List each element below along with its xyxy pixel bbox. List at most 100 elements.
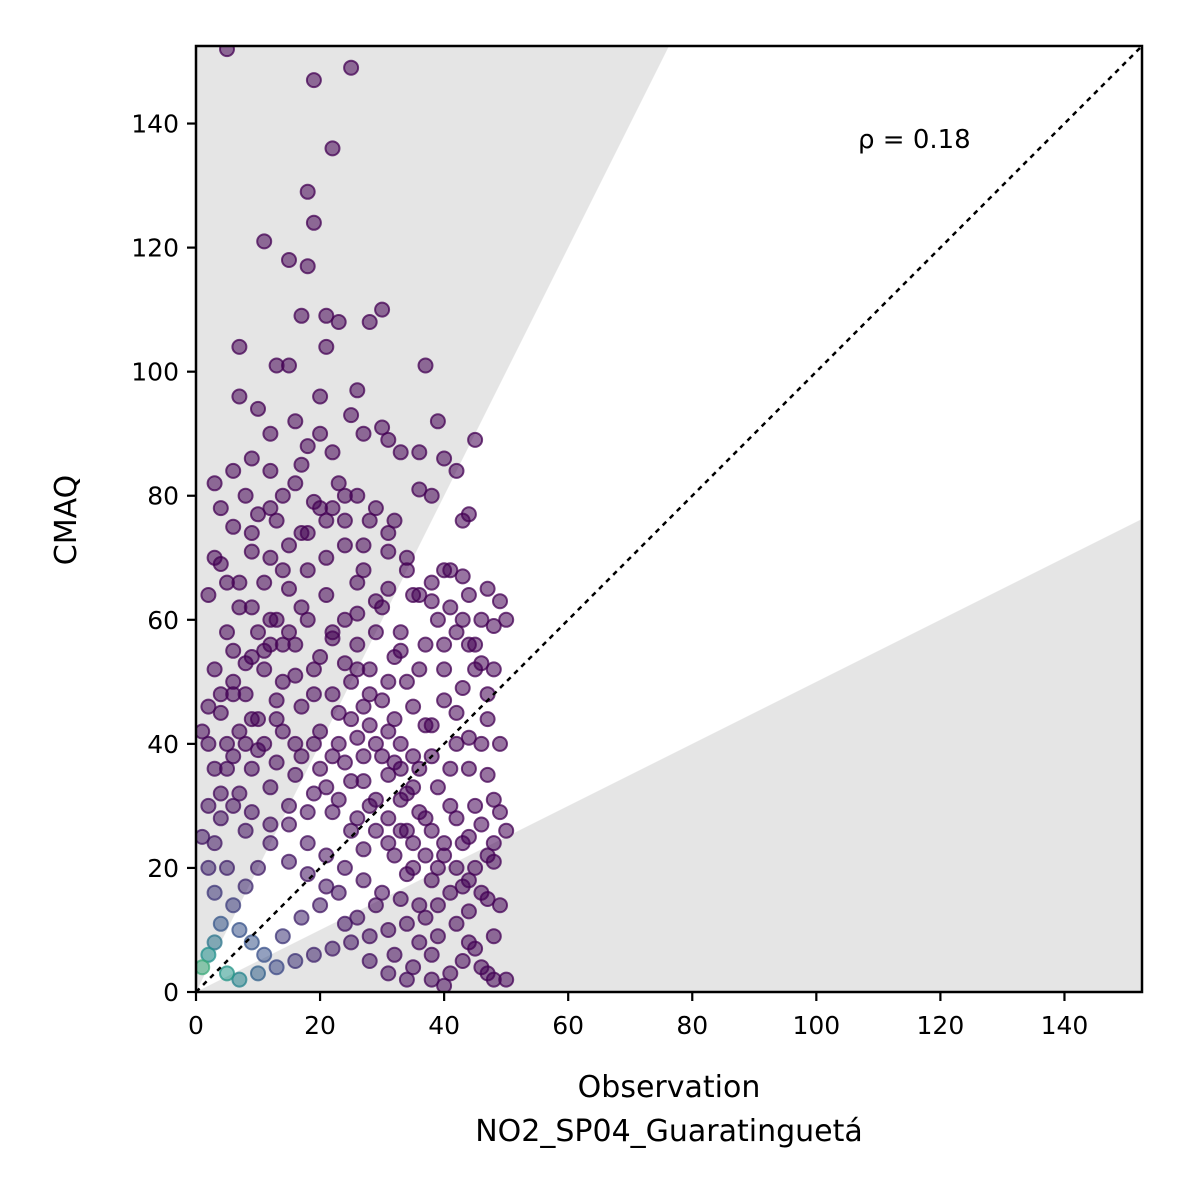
scatter-point [250,506,266,523]
scatter-point [212,915,229,932]
scatter-point [336,512,353,529]
scatter-point [473,611,490,628]
scatter-point [299,183,316,200]
scatter-point [299,258,316,275]
scatter-point [305,661,322,678]
scatter-point [479,580,496,597]
scatter-point [460,729,477,746]
scatter-point [256,574,273,591]
scatter-point [299,438,316,455]
scatter-point [312,760,329,777]
scatter-point [262,816,279,833]
scatter-point [343,59,360,76]
scatter-point [473,959,490,976]
scatter-point [262,500,279,517]
y-tick-label: 140 [131,110,179,139]
scatter-point [281,537,297,554]
scatter-point [318,587,335,603]
scatter-point [268,357,285,374]
scatter-point [237,655,254,672]
scatter-point [200,946,217,963]
scatter-point [293,748,310,765]
scatter-point [411,481,428,498]
scatter-point [262,462,279,479]
scatter-point [398,866,415,883]
scatter-point [330,735,347,752]
scatter-point [336,754,353,771]
scatter-point [460,760,477,777]
scatter-point [206,934,223,951]
scatter-point [196,828,211,845]
scatter-point [200,797,217,814]
scatter-point [324,630,341,647]
scatter-point [485,618,502,634]
scatter-point [250,624,266,641]
scatter-point [281,580,297,597]
scatter-point [256,946,273,963]
scatter-point [219,859,235,876]
scatter-point [411,934,428,951]
scatter-point [485,835,502,852]
scatter-point [392,891,409,907]
scatter-point [386,711,403,728]
y-tick-label: 120 [131,234,179,263]
scatter-point [274,487,291,504]
scatter-point [467,661,484,678]
scatter-point [250,742,266,759]
scatter-point [225,897,242,914]
scatter-point [200,698,217,715]
scatter-point [231,599,248,616]
scatter-point [299,562,316,579]
scatter-point [386,649,403,665]
scatter-point [231,922,248,938]
plot-frame [194,44,1144,994]
scatter-point [436,562,453,579]
scatter-point [454,878,471,895]
scatter-point [386,512,403,529]
scatter-point [355,425,372,442]
scatter-point [355,872,372,889]
scatter-point [274,723,291,740]
scatter-point [206,835,223,852]
scatter-point [312,649,329,665]
scatter-point [237,822,254,839]
scatter-point [473,735,490,752]
scatter-point [367,735,384,752]
scatter-point [448,915,465,932]
scatter-point [492,735,508,752]
scatter-point [206,475,223,492]
scatter-point [361,512,378,529]
scatter-point [436,977,453,992]
overestimation-band [196,46,669,992]
scatter-point [212,704,229,721]
scatter-point [243,760,260,777]
scatter-point [219,574,235,591]
scatter-point [417,847,434,864]
scatter-point [398,673,415,690]
scatter-point [423,593,440,610]
scatter-point [405,587,422,603]
scatter-point [355,841,372,858]
scatter-point [262,779,279,796]
scatter-point [287,735,304,752]
scatter-point [293,698,310,715]
scatter-point [411,444,428,461]
scatter-point [330,314,347,330]
scatter-point [349,661,366,678]
scatter-point [417,717,434,734]
scatter-point [243,711,260,728]
scatter-point [374,748,391,765]
scatter-point [492,804,508,821]
scatter-point [312,723,329,740]
scatter-point [454,680,471,696]
scatter-point [417,909,434,926]
one-to-one-reference-line [196,46,1142,992]
scatter-point [436,661,453,678]
scatter-point [293,525,310,541]
scatter-point [305,735,322,752]
y-tick-label: 60 [147,606,179,635]
scatter-point [411,804,428,821]
scatter-point [274,562,291,579]
scatter-point [336,915,353,932]
scatter-point [417,357,434,374]
